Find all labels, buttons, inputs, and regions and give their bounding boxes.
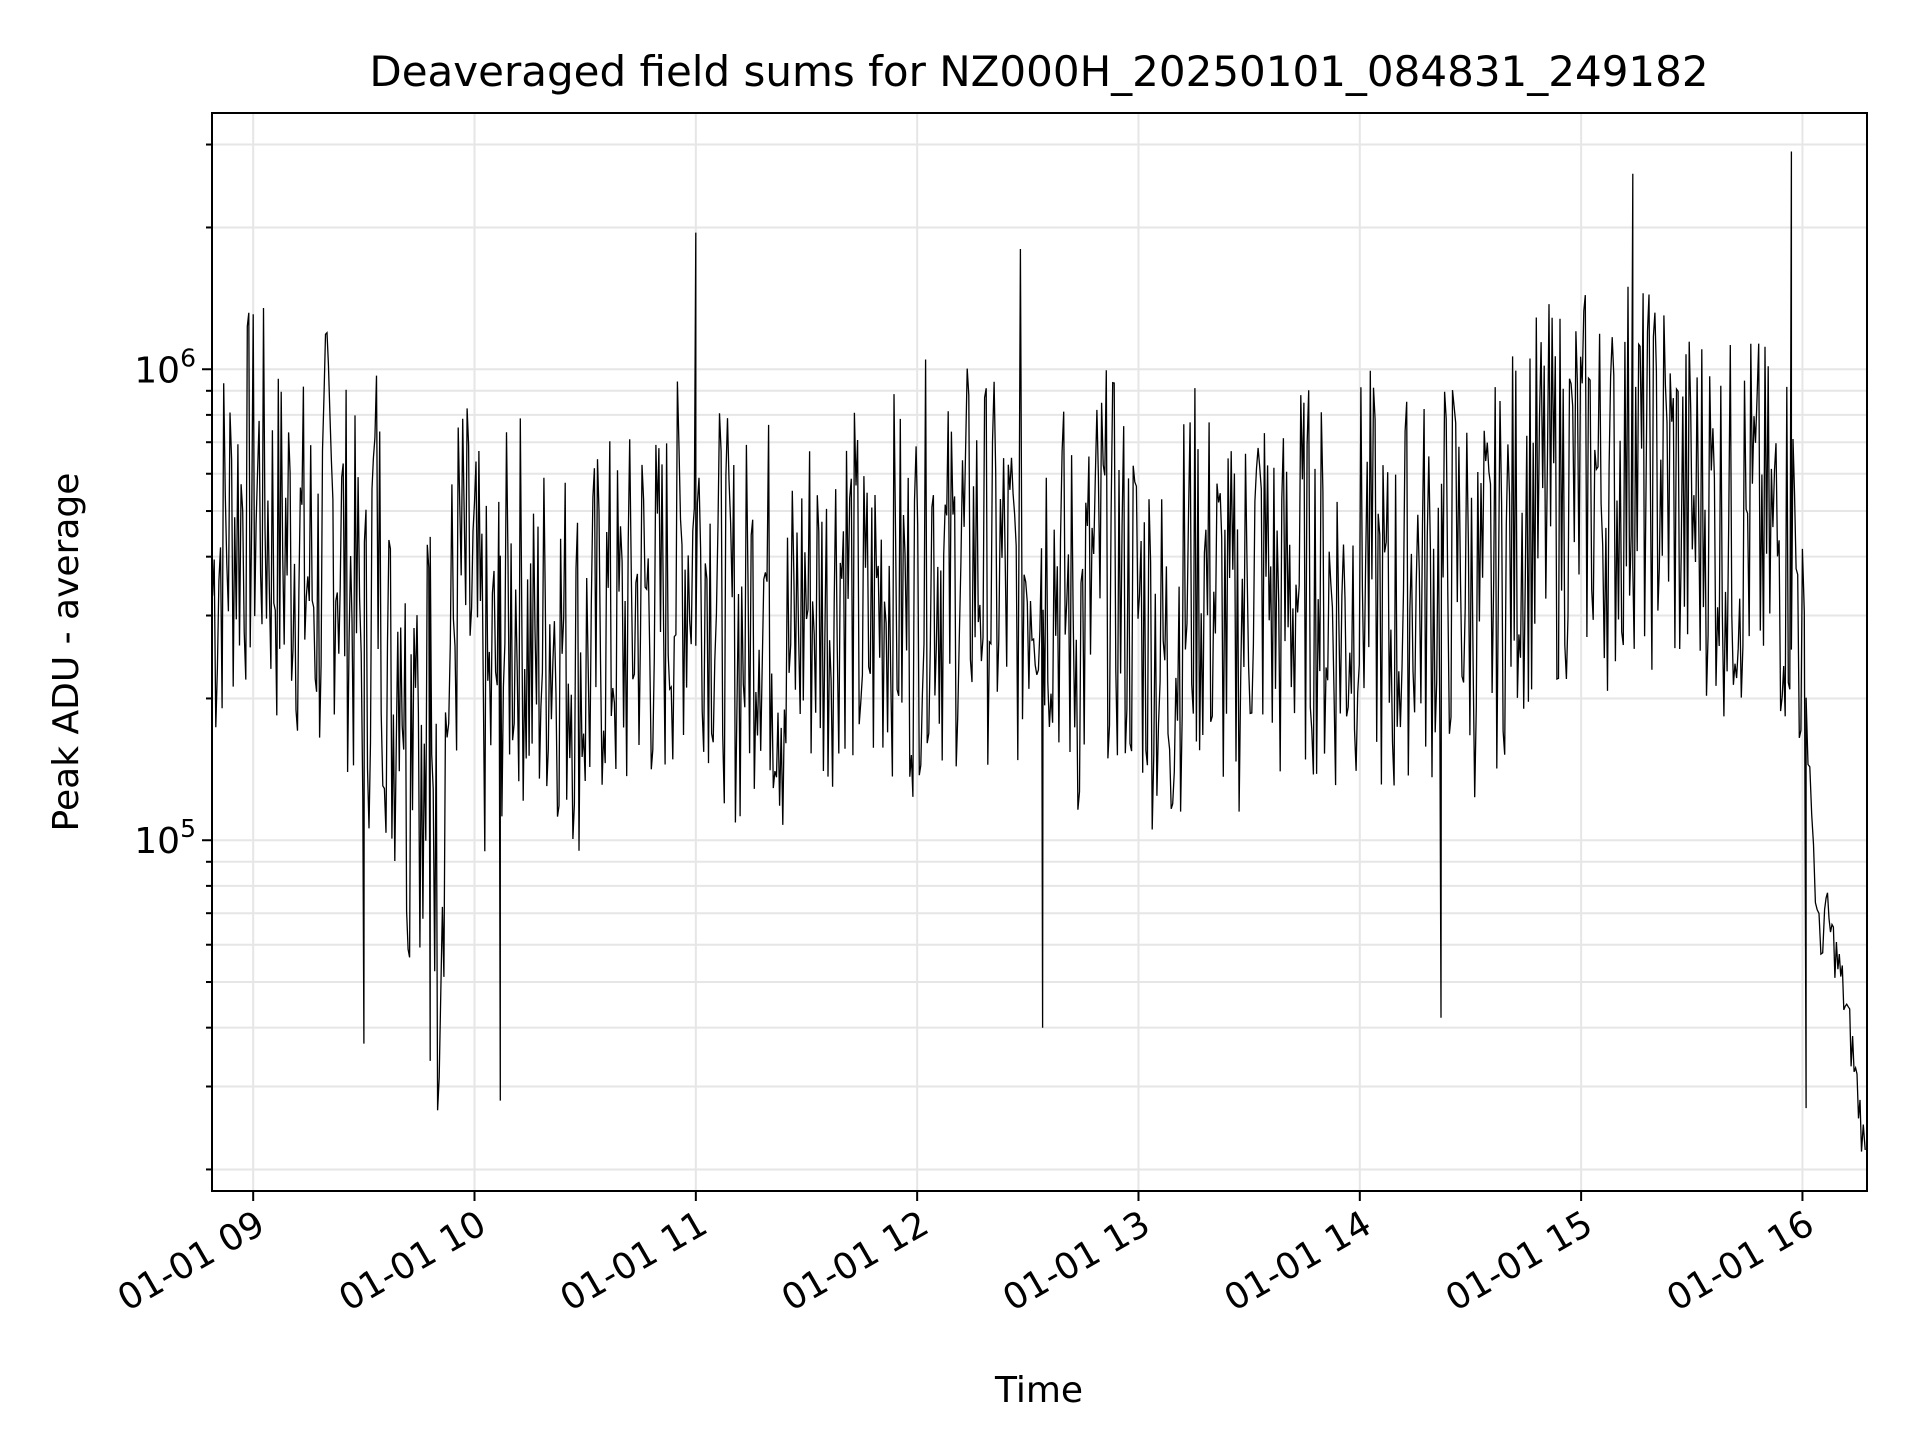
chart-title: Deaveraged field sums for NZ000H_2025010… (369, 47, 1708, 96)
y-tick-label: 105 (134, 814, 196, 862)
series-line (211, 151, 1866, 1152)
x-axis-label: Time (994, 1370, 1083, 1411)
plot-frame (211, 112, 1868, 1192)
series-layer (211, 151, 1866, 1152)
grid-lines (212, 113, 1867, 1191)
y-tick-label: 106 (134, 343, 196, 391)
y-axis-label: Peak ADU - average (46, 473, 87, 832)
y-axis: 105 106 (134, 143, 212, 1171)
